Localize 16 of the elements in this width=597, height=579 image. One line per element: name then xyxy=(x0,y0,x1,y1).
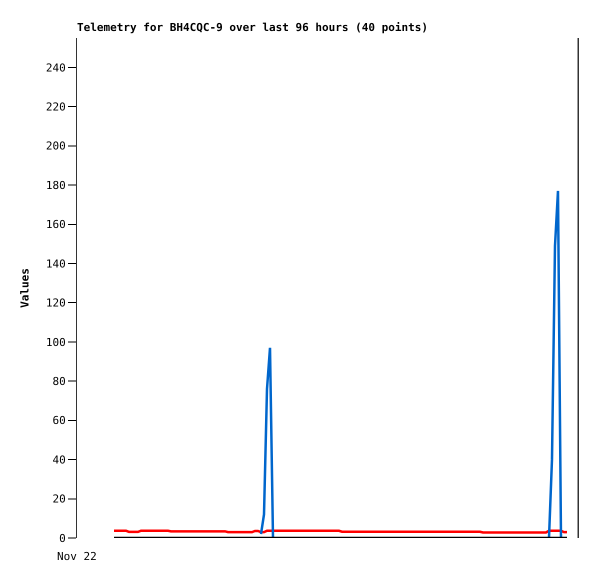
chart-title: Telemetry for BH4CQC-9 over last 96 hours (40 points) xyxy=(77,21,428,34)
y-tick-label: 200 xyxy=(46,140,66,153)
y-tick-label: 220 xyxy=(46,100,66,114)
y-tick-label: 240 xyxy=(46,61,66,74)
y-tick-label: 160 xyxy=(46,218,66,232)
y-tick-label: 140 xyxy=(46,257,66,270)
y-tick-label: 80 xyxy=(52,374,66,388)
text: Nov 22 xyxy=(57,550,97,563)
y-tick-label: 100 xyxy=(46,336,66,349)
y-axis-title: Values xyxy=(18,268,32,308)
y-tick-label: 20 xyxy=(52,492,66,506)
y-tick-label: 180 xyxy=(46,178,66,192)
y-tick-label: 60 xyxy=(52,414,66,428)
y-tick-label: 40 xyxy=(52,453,66,466)
y-tick-label: 120 xyxy=(46,296,66,310)
y-tick-label: 0 xyxy=(59,532,66,545)
